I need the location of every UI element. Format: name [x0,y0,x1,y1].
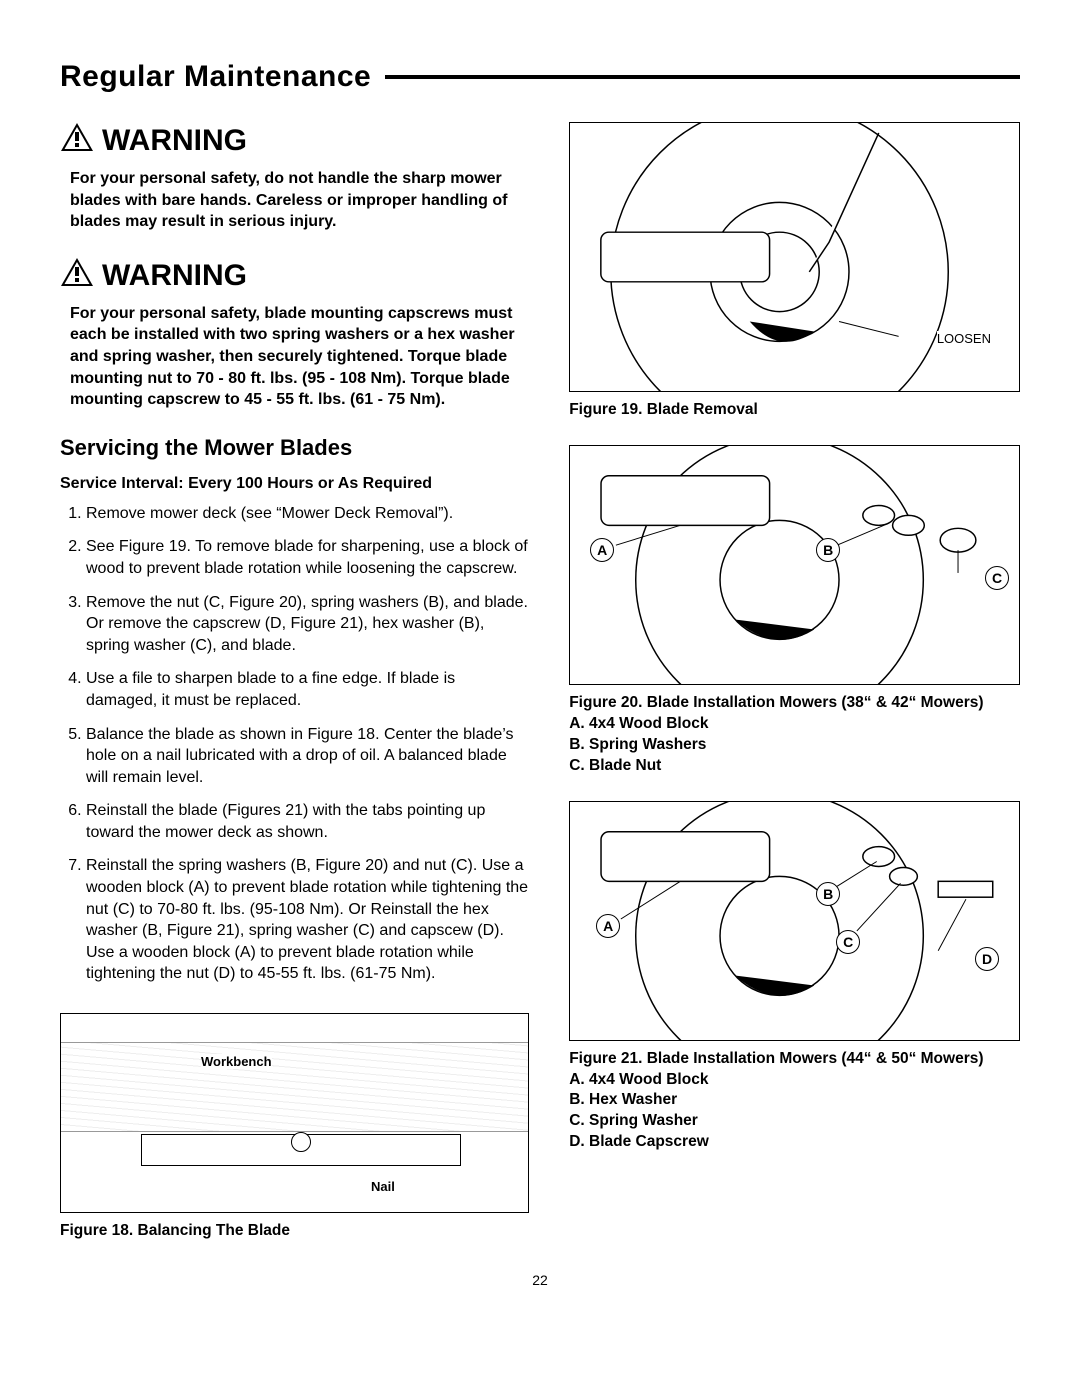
service-interval: Service Interval: Every 100 Hours or As … [60,475,529,493]
blade-removal-illustration [570,123,1019,391]
warning-block-2: WARNING For your personal safety, blade … [60,257,529,411]
title-rule [385,75,1020,79]
figure-21-box: A B C D [569,801,1020,1041]
figure-19-caption: Figure 19. Blade Removal [569,400,1020,421]
nail-label: Nail [371,1179,395,1194]
f20-item-a: A. 4x4 Wood Block [569,714,1020,735]
warning-triangle-icon [60,122,102,160]
callout-c: C [836,930,860,954]
callout-d: D [975,947,999,971]
section-heading: Servicing the Mower Blades [60,435,529,461]
step-1: Remove mower deck (see “Mower Deck Remov… [86,503,529,525]
callout-b: B [816,882,840,906]
figure-18-box: Workbench Nail [60,1013,529,1213]
warning-label-1: WARNING [102,124,247,158]
workbench-illustration [61,1042,528,1132]
warning-text-1: For your personal safety, do not handle … [60,168,529,233]
step-5: Balance the blade as shown in Figure 18.… [86,724,529,789]
f21-item-a: A. 4x4 Wood Block [569,1070,1020,1091]
callout-c: C [985,566,1009,590]
callout-a: A [590,538,614,562]
step-7: Reinstall the spring washers (B, Figure … [86,855,529,985]
figure-20-legend: A. 4x4 Wood Block B. Spring Washers C. B… [569,714,1020,777]
figure-21-caption: Figure 21. Blade Installation Mowers (44… [569,1049,1020,1070]
f21-item-d: D. Blade Capscrew [569,1132,1020,1153]
f20-item-b: B. Spring Washers [569,735,1020,756]
f20-item-c: C. Blade Nut [569,756,1020,777]
loosen-label: LOOSEN [937,331,991,346]
warning-heading-2: WARNING [60,257,529,295]
callout-a: A [596,914,620,938]
figure-18-caption: Figure 18. Balancing The Blade [60,1221,529,1242]
nail-head-illustration [291,1132,311,1152]
page-number: 22 [60,1272,1020,1288]
warning-block-1: WARNING For your personal safety, do not… [60,122,529,233]
warning-label-2: WARNING [102,259,247,293]
page-title-row: Regular Maintenance [60,60,1020,94]
figure-20-caption: Figure 20. Blade Installation Mowers (38… [569,693,1020,714]
step-2: See Figure 19. To remove blade for sharp… [86,536,529,579]
page-title: Regular Maintenance [60,60,371,94]
workbench-label: Workbench [201,1054,272,1069]
figure-21-legend: A. 4x4 Wood Block B. Hex Washer C. Sprin… [569,1070,1020,1154]
warning-triangle-icon [60,257,102,295]
figure-19-box: LOOSEN [569,122,1020,392]
blade-install-44-50-illustration [570,802,1019,1040]
figure-20-box: A B C [569,445,1020,685]
step-4: Use a file to sharpen blade to a fine ed… [86,668,529,711]
callout-b: B [816,538,840,562]
blade-install-38-42-illustration [570,446,1019,684]
f21-item-c: C. Spring Washer [569,1111,1020,1132]
left-column: WARNING For your personal safety, do not… [60,122,529,1242]
right-column: LOOSEN Figure 19. Blade Removal A B C Fi… [569,122,1020,1242]
step-3: Remove the nut (C, Figure 20), spring wa… [86,592,529,657]
step-6: Reinstall the blade (Figures 21) with th… [86,800,529,843]
step-list: Remove mower deck (see “Mower Deck Remov… [60,503,529,985]
content-columns: WARNING For your personal safety, do not… [60,122,1020,1242]
f21-item-b: B. Hex Washer [569,1090,1020,1111]
warning-text-2: For your personal safety, blade mounting… [60,303,529,411]
warning-heading-1: WARNING [60,122,529,160]
